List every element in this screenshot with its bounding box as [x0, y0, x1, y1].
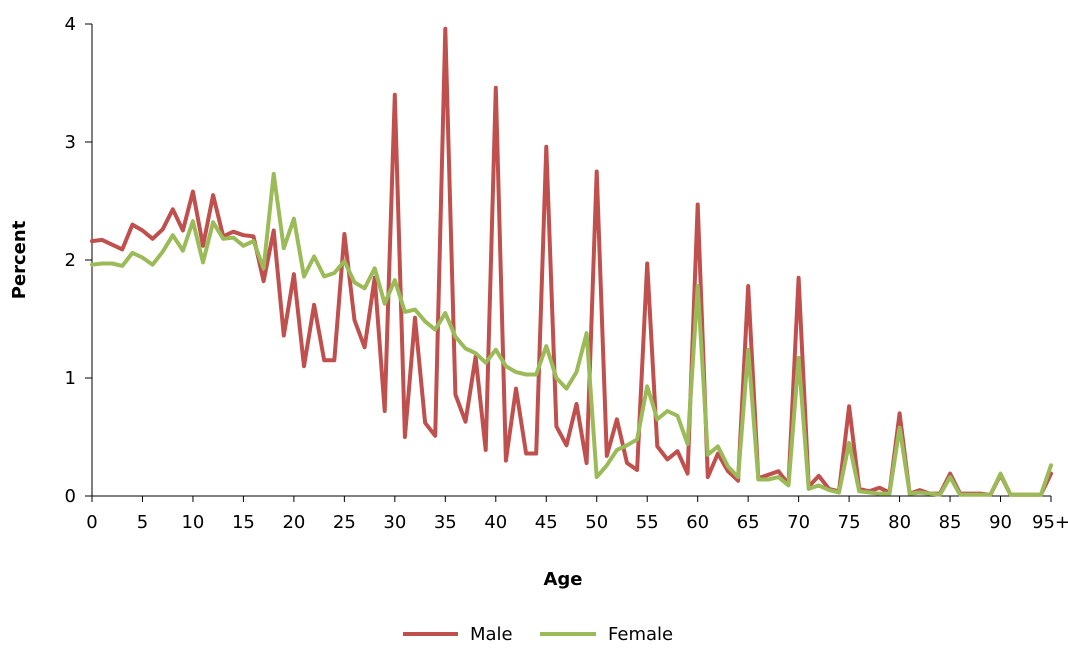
legend-label: Male [470, 624, 513, 645]
x-tick-label: 65 [737, 512, 760, 533]
y-tick-label: 4 [65, 14, 76, 35]
x-tick-label: 25 [333, 512, 356, 533]
y-tick-label: 0 [65, 486, 76, 507]
y-tick-label: 3 [65, 132, 76, 153]
x-tick-label: 20 [282, 512, 305, 533]
x-axis-ticks: 0 5 10 15 20 25 30 35 40 45 50 55 60 65 70 75 80 85 90 95+ [86, 496, 1068, 533]
x-tick-label: 15 [232, 512, 255, 533]
x-tick-label: 90 [989, 512, 1012, 533]
legend-item-male: Male [403, 624, 513, 645]
x-tick-label: 0 [86, 512, 97, 533]
x-axis-title: Age [543, 569, 582, 590]
x-tick-label: 75 [838, 512, 861, 533]
x-tick-label: 35 [434, 512, 457, 533]
x-tick-label: 50 [585, 512, 608, 533]
x-tick-label: 30 [383, 512, 406, 533]
x-tick-label: 45 [535, 512, 558, 533]
x-tick-label: 40 [484, 512, 507, 533]
y-axis-title: Percent [9, 220, 30, 299]
y-tick-label: 1 [65, 368, 76, 389]
x-tick-label: 80 [888, 512, 911, 533]
x-tick-label: 10 [181, 512, 204, 533]
x-tick-label: 55 [636, 512, 659, 533]
x-tick-label: 85 [939, 512, 962, 533]
x-tick-label: 60 [686, 512, 709, 533]
series-line-female [90, 171, 1053, 497]
x-tick-label: 5 [137, 512, 148, 533]
y-axis-ticks: 0 1 2 3 4 [65, 14, 92, 507]
legend-label: Female [608, 624, 673, 645]
x-tick-label: 70 [787, 512, 810, 533]
series-line-male [90, 26, 1053, 497]
legend-item-female: Female [540, 624, 673, 645]
legend: Male Female [403, 624, 673, 645]
series-lines [90, 26, 1053, 497]
x-tick-label: 95+ [1032, 512, 1068, 533]
y-tick-label: 2 [65, 250, 76, 271]
